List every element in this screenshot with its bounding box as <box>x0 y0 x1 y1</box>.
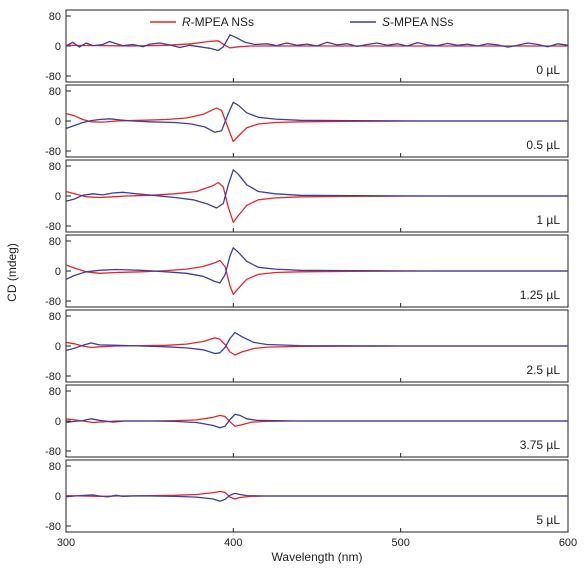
series-line-S <box>65 492 568 502</box>
y-tick-label: 80 <box>49 311 61 323</box>
series-line-R <box>65 490 568 500</box>
series-line-R <box>65 40 568 49</box>
y-tick-label: 0 <box>55 116 61 128</box>
panel-label: 0 µL <box>536 63 560 77</box>
series-line-S <box>65 169 568 209</box>
series-line-R <box>65 337 568 356</box>
x-tick-label: 500 <box>391 537 409 549</box>
y-tick-label: 0 <box>55 191 61 203</box>
series-line-S <box>65 413 568 429</box>
y-tick-label: -80 <box>45 146 61 158</box>
legend-label-italic: S <box>382 15 390 29</box>
panel-label: 0.5 µL <box>526 138 560 152</box>
legend-label-rest: -MPEA NSs <box>191 15 254 29</box>
legend-label-R: R-MPEA NSs <box>182 15 254 29</box>
y-axis-title: CD (mdeg) <box>5 243 19 302</box>
panel-label: 1.25 µL <box>520 288 561 302</box>
y-tick-label: 0 <box>55 491 61 503</box>
y-tick-label: -80 <box>45 296 61 308</box>
panel-label: 5 µL <box>536 513 560 527</box>
y-tick-label: 0 <box>55 266 61 278</box>
series-line-R <box>65 107 568 143</box>
y-tick-label: 80 <box>49 461 61 473</box>
x-tick-label: 400 <box>224 537 242 549</box>
x-axis-title: Wavelength (nm) <box>272 550 363 564</box>
y-tick-label: -80 <box>45 521 61 533</box>
y-tick-label: 80 <box>49 236 61 248</box>
series-line-R <box>65 181 568 223</box>
y-tick-label: 0 <box>55 41 61 53</box>
y-tick-label: 0 <box>55 416 61 428</box>
y-tick-label: 0 <box>55 341 61 353</box>
x-tick-label: 600 <box>559 537 577 549</box>
series-line-S <box>65 331 568 355</box>
y-tick-label: -80 <box>45 71 61 83</box>
series-line-R <box>65 414 568 427</box>
y-tick-label: 80 <box>49 11 61 23</box>
series-line-R <box>65 259 568 295</box>
x-tick-label: 300 <box>57 537 75 549</box>
series-line-S <box>65 247 568 284</box>
y-tick-label: 80 <box>49 86 61 98</box>
panel-label: 2.5 µL <box>526 363 560 377</box>
y-tick-label: -80 <box>45 446 61 458</box>
panel-label: 1 µL <box>536 213 560 227</box>
y-tick-label: -80 <box>45 371 61 383</box>
y-tick-label: 80 <box>49 386 61 398</box>
legend-label-S: S-MPEA NSs <box>382 15 453 29</box>
legend-label-italic: R <box>182 15 191 29</box>
series-line-S <box>65 34 569 52</box>
y-tick-label: 80 <box>49 161 61 173</box>
y-tick-label: -80 <box>45 221 61 233</box>
panel-label: 3.75 µL <box>520 438 561 452</box>
legend-label-rest: -MPEA NSs <box>390 15 453 29</box>
series-line-S <box>65 101 568 133</box>
